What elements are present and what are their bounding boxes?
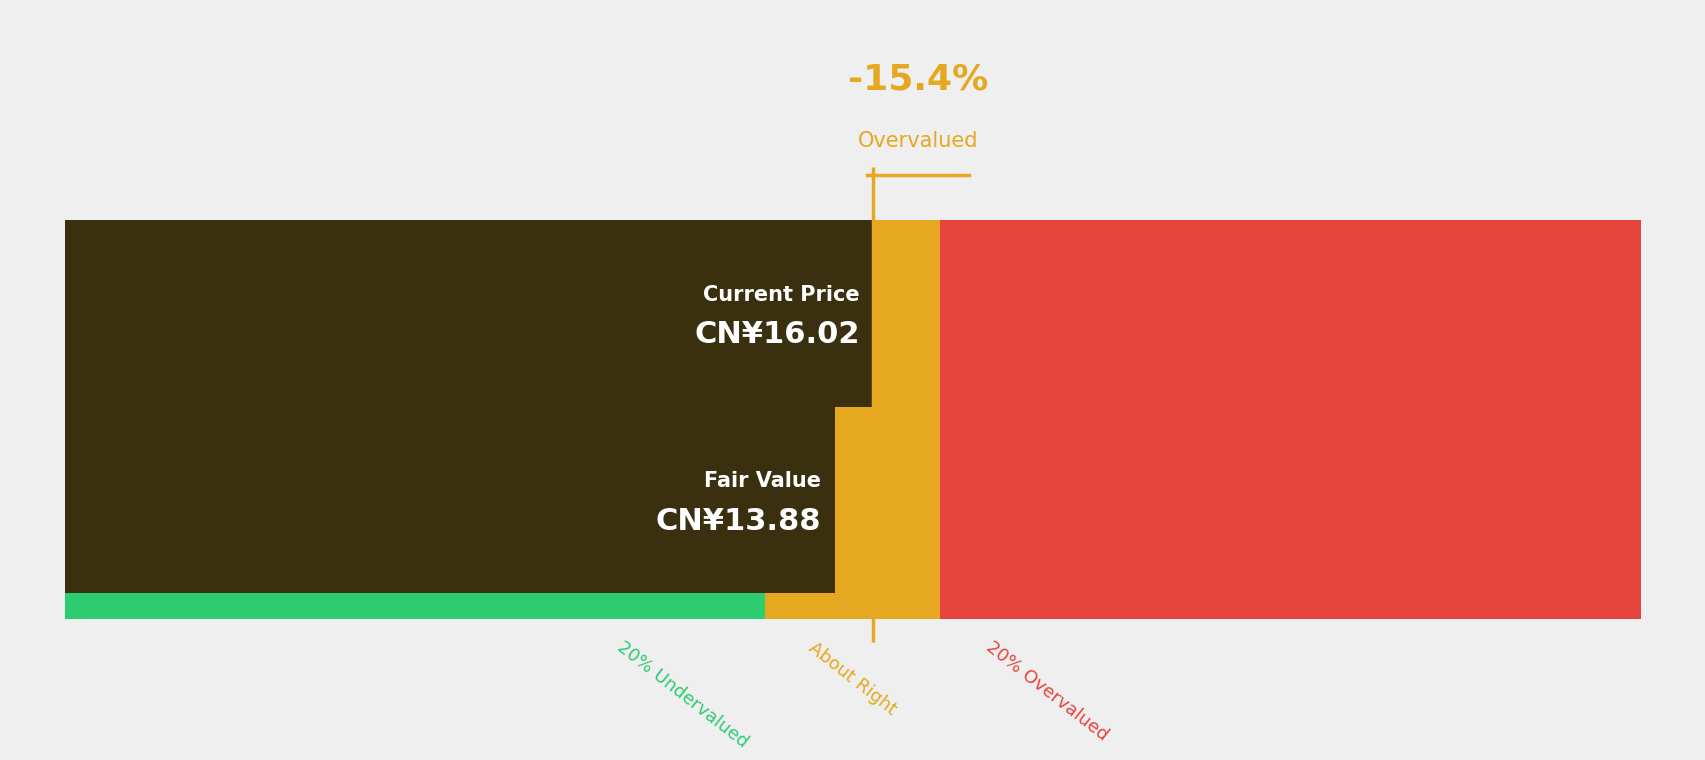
FancyBboxPatch shape (764, 220, 939, 246)
FancyBboxPatch shape (65, 220, 873, 407)
FancyBboxPatch shape (65, 407, 834, 594)
FancyBboxPatch shape (939, 433, 1640, 594)
FancyBboxPatch shape (65, 220, 764, 246)
Text: About Right: About Right (805, 638, 899, 718)
FancyBboxPatch shape (764, 594, 939, 619)
FancyBboxPatch shape (65, 246, 764, 407)
FancyBboxPatch shape (764, 407, 939, 433)
Text: Fair Value: Fair Value (704, 471, 820, 491)
FancyBboxPatch shape (65, 594, 764, 619)
Text: CN¥16.02: CN¥16.02 (694, 321, 859, 350)
FancyBboxPatch shape (939, 220, 1640, 246)
FancyBboxPatch shape (939, 594, 1640, 619)
Text: -15.4%: -15.4% (847, 63, 987, 97)
Text: 20% Undervalued: 20% Undervalued (612, 638, 750, 752)
Text: Current Price: Current Price (702, 285, 859, 305)
FancyBboxPatch shape (939, 407, 1640, 433)
FancyBboxPatch shape (939, 246, 1640, 407)
FancyBboxPatch shape (764, 246, 939, 407)
FancyBboxPatch shape (65, 407, 764, 433)
FancyBboxPatch shape (65, 433, 764, 594)
FancyBboxPatch shape (764, 433, 939, 594)
Text: 20% Overvalued: 20% Overvalued (982, 638, 1110, 745)
Text: CN¥13.88: CN¥13.88 (655, 507, 820, 536)
Text: Overvalued: Overvalued (858, 131, 977, 150)
